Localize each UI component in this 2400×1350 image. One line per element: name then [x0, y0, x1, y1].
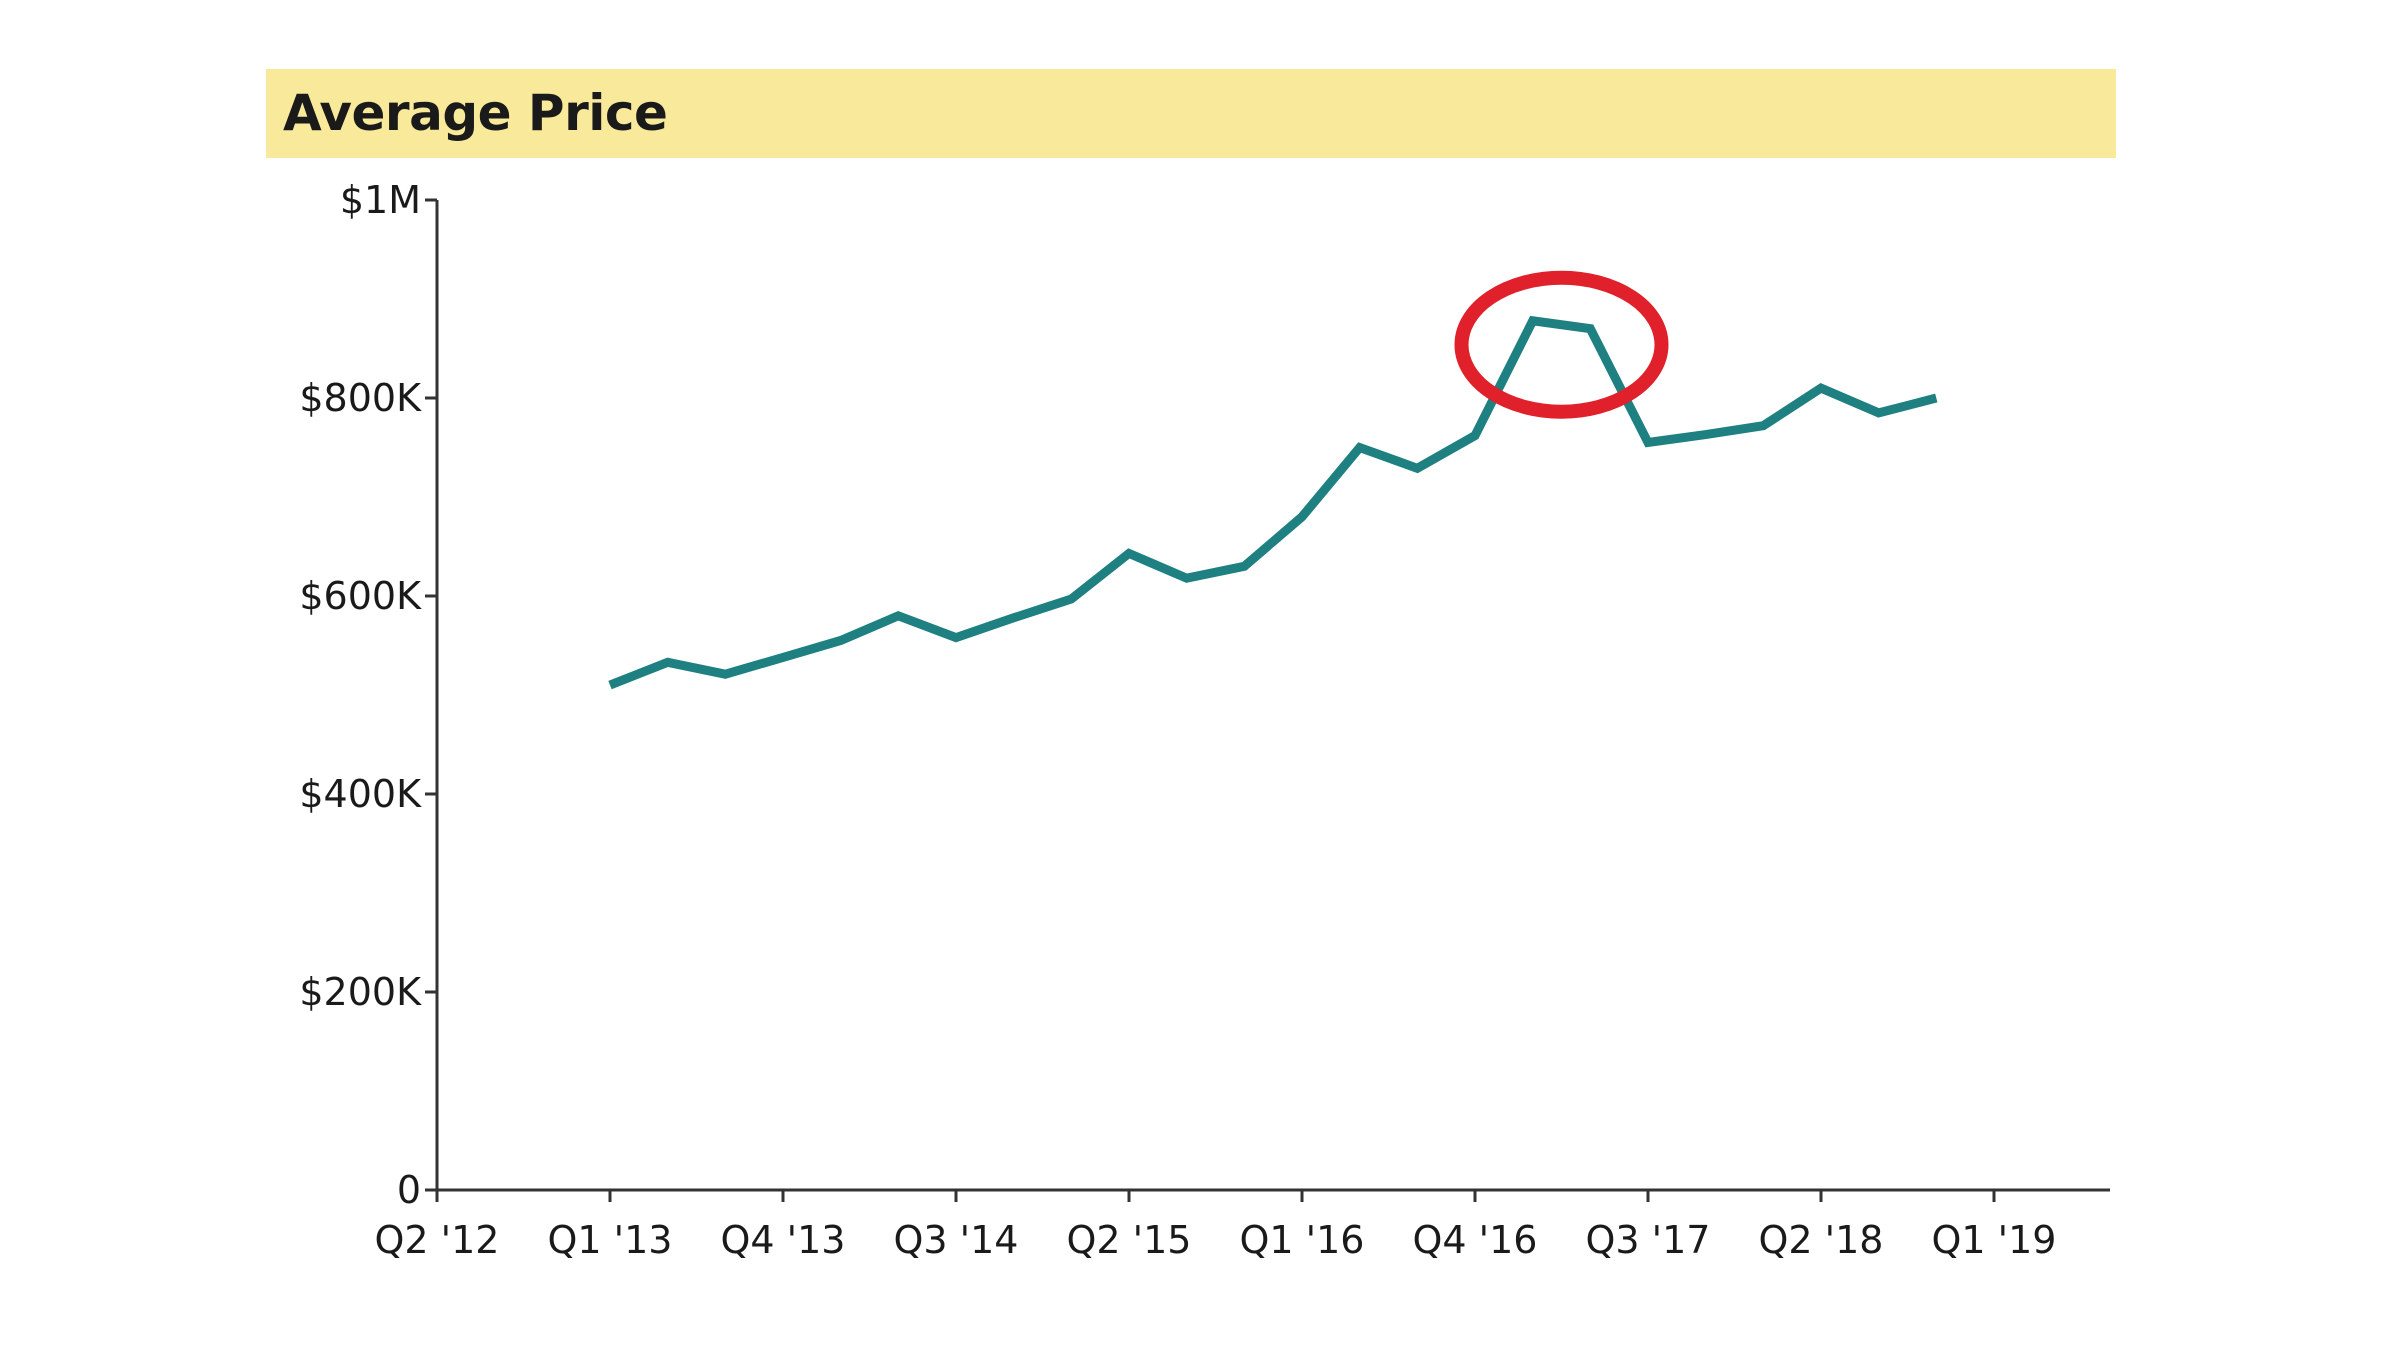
peak-highlight-circle: [1454, 270, 1669, 419]
x-tick-label: Q3 '17: [1586, 1218, 1711, 1262]
x-tick-label: Q1 '19: [1932, 1218, 2057, 1262]
series-line-average-price: [608, 315, 1938, 690]
x-tick-label: Q3 '14: [894, 1218, 1019, 1262]
x-tick-label: Q2 '15: [1067, 1218, 1192, 1262]
x-tick-label: Q2 '12: [375, 1218, 500, 1262]
y-tick-label: $200K: [299, 970, 422, 1014]
y-axis-ticks: 0 $200K $400K $600K $800K $1M: [299, 178, 437, 1212]
y-tick-label: $400K: [299, 772, 422, 816]
y-tick-label: $1M: [340, 178, 421, 222]
x-tick-label: Q1 '16: [1240, 1218, 1365, 1262]
y-tick-label: 0: [397, 1168, 421, 1212]
y-tick-label: $800K: [299, 376, 422, 420]
chart-title-bar: Average Price: [266, 69, 2116, 158]
x-tick-label: Q2 '18: [1759, 1218, 1884, 1262]
chart-title: Average Price: [283, 84, 668, 142]
x-axis-ticks: Q2 '12 Q1 '13 Q4 '13 Q3 '14 Q2 '15 Q1 '16 Q4 '…: [375, 1190, 2057, 1262]
annotation-layer: [1454, 270, 1669, 419]
x-tick-label: Q4 '16: [1413, 1218, 1538, 1262]
series-layer: [608, 315, 1938, 690]
y-tick-label: $600K: [299, 574, 422, 618]
x-tick-label: Q1 '13: [548, 1218, 673, 1262]
x-tick-label: Q4 '13: [721, 1218, 846, 1262]
